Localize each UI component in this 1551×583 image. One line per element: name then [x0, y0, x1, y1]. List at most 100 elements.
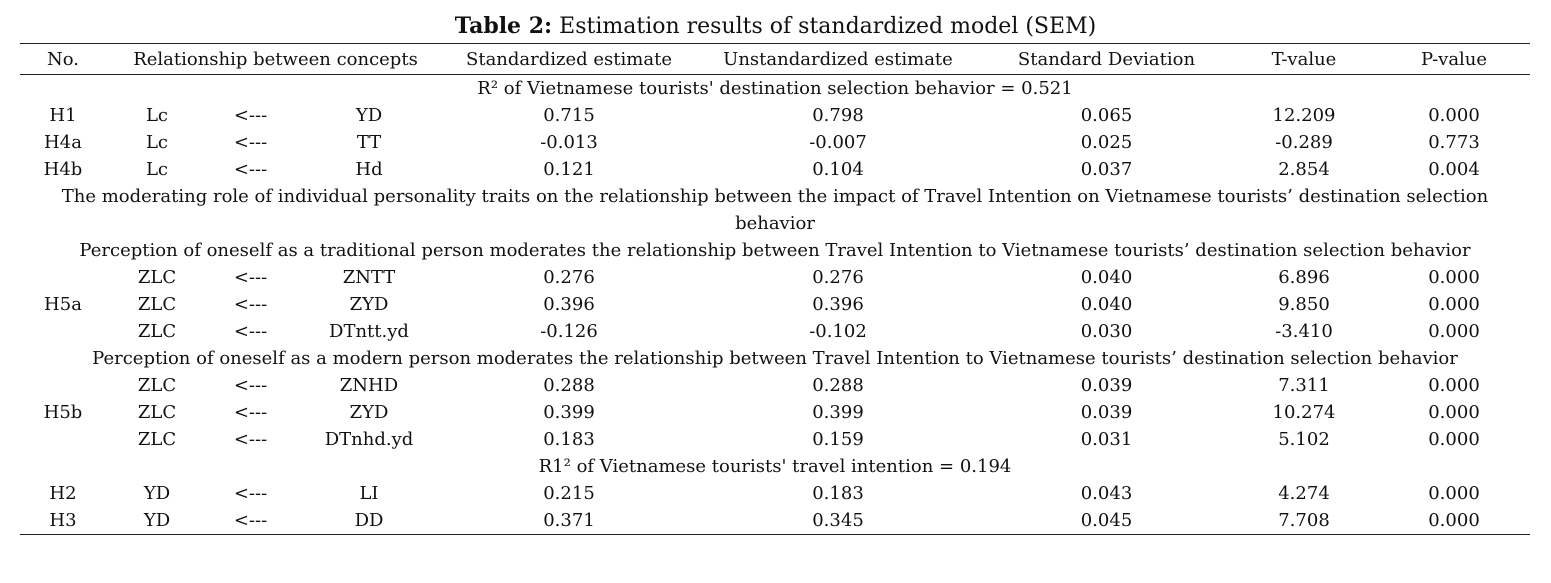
cell-arrow: <---: [233, 267, 268, 288]
cell-to: DTnhd.yd: [324, 429, 414, 450]
cell-std: 0.288: [543, 375, 595, 396]
cell-no: [20, 318, 106, 345]
table-row: ZLC <--- ZNHD 0.288 0.288 0.039 7.311 0.…: [20, 372, 1530, 399]
cell-sd: 0.025: [1080, 132, 1133, 153]
section-row: R² of Vietnamese tourists' destination s…: [20, 75, 1530, 103]
cell-p: 0.000: [1428, 483, 1480, 504]
cell-from: Lc: [145, 105, 169, 126]
cell-p: 0.000: [1428, 429, 1480, 450]
cell-arrow: <---: [233, 105, 268, 126]
cell-sd: 0.037: [1080, 159, 1133, 180]
cell-arrow: <---: [233, 483, 268, 504]
cell-no: H4b: [43, 159, 83, 180]
cell-no: H2: [49, 483, 77, 504]
cell-no: H3: [49, 510, 77, 531]
cell-from: Lc: [145, 159, 169, 180]
cell-unstd: 0.288: [812, 375, 864, 396]
header-p: P-value: [1420, 48, 1488, 70]
section-r2-behavior: R² of Vietnamese tourists' destination s…: [477, 78, 1073, 99]
header-t: T-value: [1271, 48, 1337, 70]
cell-unstd: 0.183: [812, 483, 864, 504]
cell-arrow: <---: [233, 321, 268, 342]
cell-t: -3.410: [1275, 321, 1333, 342]
cell-t: 9.850: [1278, 294, 1330, 315]
cell-no: [20, 426, 106, 453]
cell-t: 5.102: [1278, 429, 1330, 450]
table-caption: Table 2: Estimation results of standardi…: [0, 12, 1551, 41]
cell-t: 10.274: [1272, 402, 1336, 423]
section-row: The moderating role of individual person…: [20, 183, 1530, 237]
table-row: H3 YD <--- DD 0.371 0.345 0.045 7.708 0.…: [20, 507, 1530, 535]
cell-std: 0.183: [543, 429, 595, 450]
section-traditional: Perception of oneself as a traditional p…: [79, 240, 1471, 261]
cell-unstd: 0.399: [812, 402, 864, 423]
cell-unstd: 0.159: [812, 429, 864, 450]
cell-to: ZNHD: [339, 375, 399, 396]
results-table: No. Relationship between concepts Standa…: [20, 43, 1530, 535]
cell-sd: 0.043: [1080, 483, 1133, 504]
cell-to: ZYD: [349, 294, 389, 315]
table-row: ZLC <--- ZNTT 0.276 0.276 0.040 6.896 0.…: [20, 264, 1530, 291]
cell-t: 7.708: [1278, 510, 1330, 531]
section-row: Perception of oneself as a modern person…: [20, 345, 1530, 372]
header-std: Standardized estimate: [466, 48, 672, 70]
caption-text: Estimation results of standardized model…: [552, 14, 1097, 39]
section-moderating: The moderating role of individual person…: [61, 186, 1489, 234]
table-row: ZLC <--- DTnhd.yd 0.183 0.159 0.031 5.10…: [20, 426, 1530, 453]
section-row: Perception of oneself as a traditional p…: [20, 237, 1530, 264]
cell-from: Lc: [145, 132, 169, 153]
cell-std: 0.371: [543, 510, 595, 531]
cell-sd: 0.040: [1080, 267, 1133, 288]
cell-arrow: <---: [233, 402, 268, 423]
cell-no: [20, 264, 106, 291]
cell-from: ZLC: [137, 429, 177, 450]
cell-p: 0.000: [1428, 375, 1480, 396]
cell-sd: 0.039: [1080, 375, 1133, 396]
cell-p: 0.000: [1428, 321, 1480, 342]
header-unstd: Unstandardized estimate: [723, 48, 953, 70]
header-no: No.: [47, 48, 79, 70]
cell-unstd: -0.007: [809, 132, 867, 153]
caption-label: Table 2:: [454, 13, 553, 39]
cell-std: -0.126: [540, 321, 598, 342]
cell-std: 0.121: [543, 159, 595, 180]
table-row: H5b ZLC <--- ZYD 0.399 0.399 0.039 10.27…: [20, 399, 1530, 426]
cell-unstd: -0.102: [809, 321, 867, 342]
cell-to: Hd: [355, 159, 383, 180]
cell-arrow: <---: [233, 429, 268, 450]
cell-from: YD: [143, 510, 171, 531]
cell-arrow: <---: [233, 510, 268, 531]
cell-t: 6.896: [1278, 267, 1330, 288]
cell-from: ZLC: [137, 321, 177, 342]
cell-from: ZLC: [137, 267, 177, 288]
cell-to: ZNTT: [342, 267, 396, 288]
cell-std: 0.276: [543, 267, 595, 288]
cell-sd: 0.040: [1080, 294, 1133, 315]
cell-p: 0.000: [1428, 294, 1480, 315]
table-row: H4b Lc <--- Hd 0.121 0.104 0.037 2.854 0…: [20, 156, 1530, 183]
header-relationship: Relationship between concepts: [133, 48, 418, 70]
table-row: ZLC <--- DTntt.yd -0.126 -0.102 0.030 -3…: [20, 318, 1530, 345]
cell-from: YD: [143, 483, 171, 504]
cell-no: H1: [49, 105, 77, 126]
cell-arrow: <---: [233, 294, 268, 315]
cell-no: H5a: [44, 294, 82, 315]
cell-t: 7.311: [1278, 375, 1330, 396]
cell-to: ZYD: [349, 402, 389, 423]
cell-from: ZLC: [137, 375, 177, 396]
cell-sd: 0.030: [1080, 321, 1133, 342]
cell-unstd: 0.396: [812, 294, 864, 315]
cell-from: ZLC: [137, 294, 177, 315]
cell-sd: 0.065: [1080, 105, 1133, 126]
cell-to: TT: [356, 132, 382, 153]
cell-to: DD: [354, 510, 384, 531]
cell-to: YD: [355, 105, 383, 126]
cell-p: 0.000: [1428, 105, 1480, 126]
cell-t: 12.209: [1272, 105, 1336, 126]
cell-std: 0.396: [543, 294, 595, 315]
cell-p: 0.773: [1428, 132, 1480, 153]
cell-unstd: 0.798: [812, 105, 864, 126]
section-modern: Perception of oneself as a modern person…: [92, 348, 1458, 369]
cell-p: 0.000: [1428, 402, 1480, 423]
cell-t: -0.289: [1275, 132, 1333, 153]
